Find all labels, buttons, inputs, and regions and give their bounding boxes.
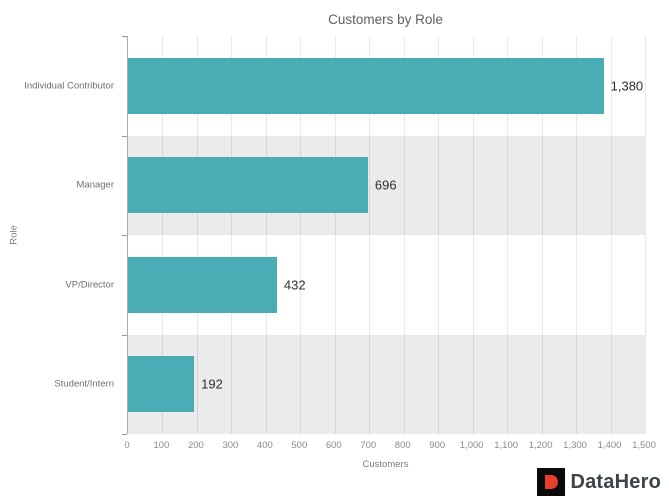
x-tick-label: 400 bbox=[256, 440, 273, 451]
x-tick-label: 700 bbox=[360, 440, 377, 451]
gridline bbox=[610, 36, 612, 434]
category-label: VP/Director bbox=[65, 279, 114, 291]
gridline bbox=[162, 36, 164, 434]
x-tick-label: 900 bbox=[429, 440, 446, 451]
datahero-logo-icon bbox=[537, 468, 566, 496]
bar-value-label: 696 bbox=[374, 177, 397, 193]
x-axis-title: Customers bbox=[362, 459, 409, 470]
gridline bbox=[231, 36, 233, 434]
x-tick-label: 1,200 bbox=[528, 440, 553, 451]
category-label: Student/Intern bbox=[54, 378, 114, 390]
y-axis-tick bbox=[122, 334, 127, 336]
gridline bbox=[438, 36, 440, 434]
x-tick-label: 1,000 bbox=[459, 440, 484, 451]
datahero-logo: DataHero bbox=[537, 468, 661, 496]
x-tick-label: 600 bbox=[325, 440, 342, 451]
x-tick-label: 1,100 bbox=[494, 440, 519, 451]
x-axis-ticks: 0 100 200 300 400 500 600 700 800 900 1,000 1,100 1,… bbox=[0, 440, 669, 454]
x-tick-label: 300 bbox=[222, 440, 239, 451]
gridline bbox=[541, 36, 543, 434]
bar bbox=[128, 57, 604, 114]
category-axis: Individual Contributor Manager VP/Director… bbox=[0, 36, 127, 435]
y-axis-tick bbox=[122, 235, 127, 236]
bar-value-label: 1,380 bbox=[610, 78, 644, 94]
x-tick-label: 1,300 bbox=[563, 440, 587, 451]
gridline bbox=[507, 36, 509, 434]
y-axis-tick bbox=[122, 36, 127, 37]
x-tick-label: 1,500 bbox=[632, 440, 656, 451]
category-label: Individual Contributor bbox=[24, 80, 114, 92]
x-tick-label: 100 bbox=[153, 440, 170, 451]
y-axis-tick bbox=[122, 434, 127, 435]
datahero-logo-text: DataHero bbox=[570, 470, 661, 493]
plot-area: 1,380 696 432 192 bbox=[127, 36, 646, 434]
gridline bbox=[645, 36, 646, 434]
x-tick-label: 1,400 bbox=[597, 440, 622, 451]
plot-band bbox=[128, 334, 645, 434]
gridline bbox=[334, 36, 336, 434]
gridline bbox=[300, 36, 302, 434]
gridline bbox=[196, 36, 198, 434]
bar bbox=[128, 157, 368, 214]
x-tick-label: 500 bbox=[291, 440, 308, 451]
gridline bbox=[472, 36, 474, 434]
y-axis-tick bbox=[122, 135, 127, 137]
category-label: Manager bbox=[76, 179, 115, 191]
bar-value-label: 192 bbox=[201, 376, 223, 392]
bar bbox=[128, 356, 195, 413]
chart-title: Customers by Role bbox=[328, 12, 443, 27]
gridline bbox=[369, 36, 371, 434]
x-tick-label: 200 bbox=[187, 440, 204, 451]
gridline bbox=[403, 36, 405, 434]
bar bbox=[128, 256, 277, 313]
x-tick-label: 0 bbox=[124, 440, 130, 451]
bar-value-label: 432 bbox=[283, 277, 306, 293]
gridline bbox=[576, 36, 578, 434]
gridline bbox=[265, 36, 267, 434]
x-tick-label: 800 bbox=[394, 440, 411, 451]
